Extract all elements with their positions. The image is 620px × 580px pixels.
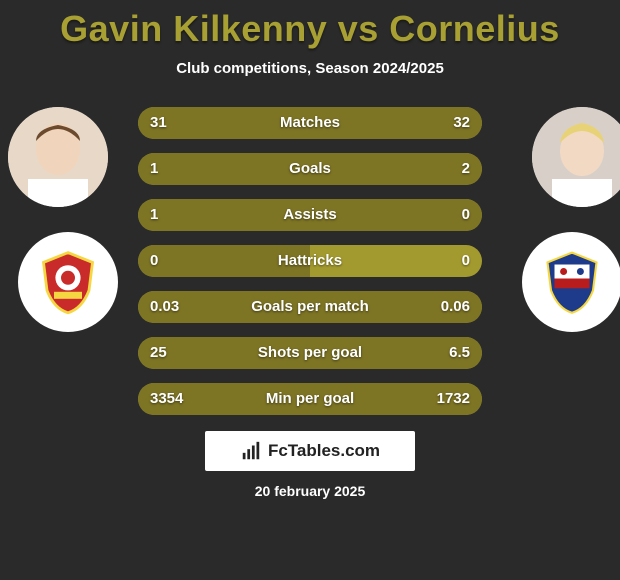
player-left-avatar — [8, 107, 108, 207]
stat-label: Min per goal — [138, 383, 482, 415]
stat-label: Goals per match — [138, 291, 482, 323]
player-left-club-badge — [18, 232, 118, 332]
chart-icon — [240, 440, 262, 462]
stat-label: Assists — [138, 199, 482, 231]
stat-label: Goals — [138, 153, 482, 185]
stat-row: 0.030.06Goals per match — [138, 291, 482, 323]
player-right-avatar — [532, 107, 620, 207]
stat-row: 10Assists — [138, 199, 482, 231]
brand-badge: FcTables.com — [205, 431, 415, 471]
stat-row: 12Goals — [138, 153, 482, 185]
brand-label: FcTables.com — [268, 441, 380, 461]
page-title: Gavin Kilkenny vs Cornelius — [0, 0, 620, 50]
club-badge-icon — [33, 247, 103, 317]
stat-row: 256.5Shots per goal — [138, 337, 482, 369]
player-right-club-badge — [522, 232, 620, 332]
comparison-chart: 3132Matches 12Goals 10Assists 00Hattricks 0.… — [0, 107, 620, 417]
stat-label: Matches — [138, 107, 482, 139]
person-icon — [8, 107, 108, 207]
stat-row: 3132Matches — [138, 107, 482, 139]
stat-label: Hattricks — [138, 245, 482, 277]
stat-row: 00Hattricks — [138, 245, 482, 277]
person-icon — [532, 107, 620, 207]
stat-bars-container: 3132Matches 12Goals 10Assists 00Hattricks 0.… — [138, 107, 482, 429]
page-subtitle: Club competitions, Season 2024/2025 — [0, 60, 620, 77]
stat-row: 33541732Min per goal — [138, 383, 482, 415]
footer-date: 20 february 2025 — [0, 483, 620, 499]
club-badge-icon — [537, 247, 607, 317]
stat-label: Shots per goal — [138, 337, 482, 369]
